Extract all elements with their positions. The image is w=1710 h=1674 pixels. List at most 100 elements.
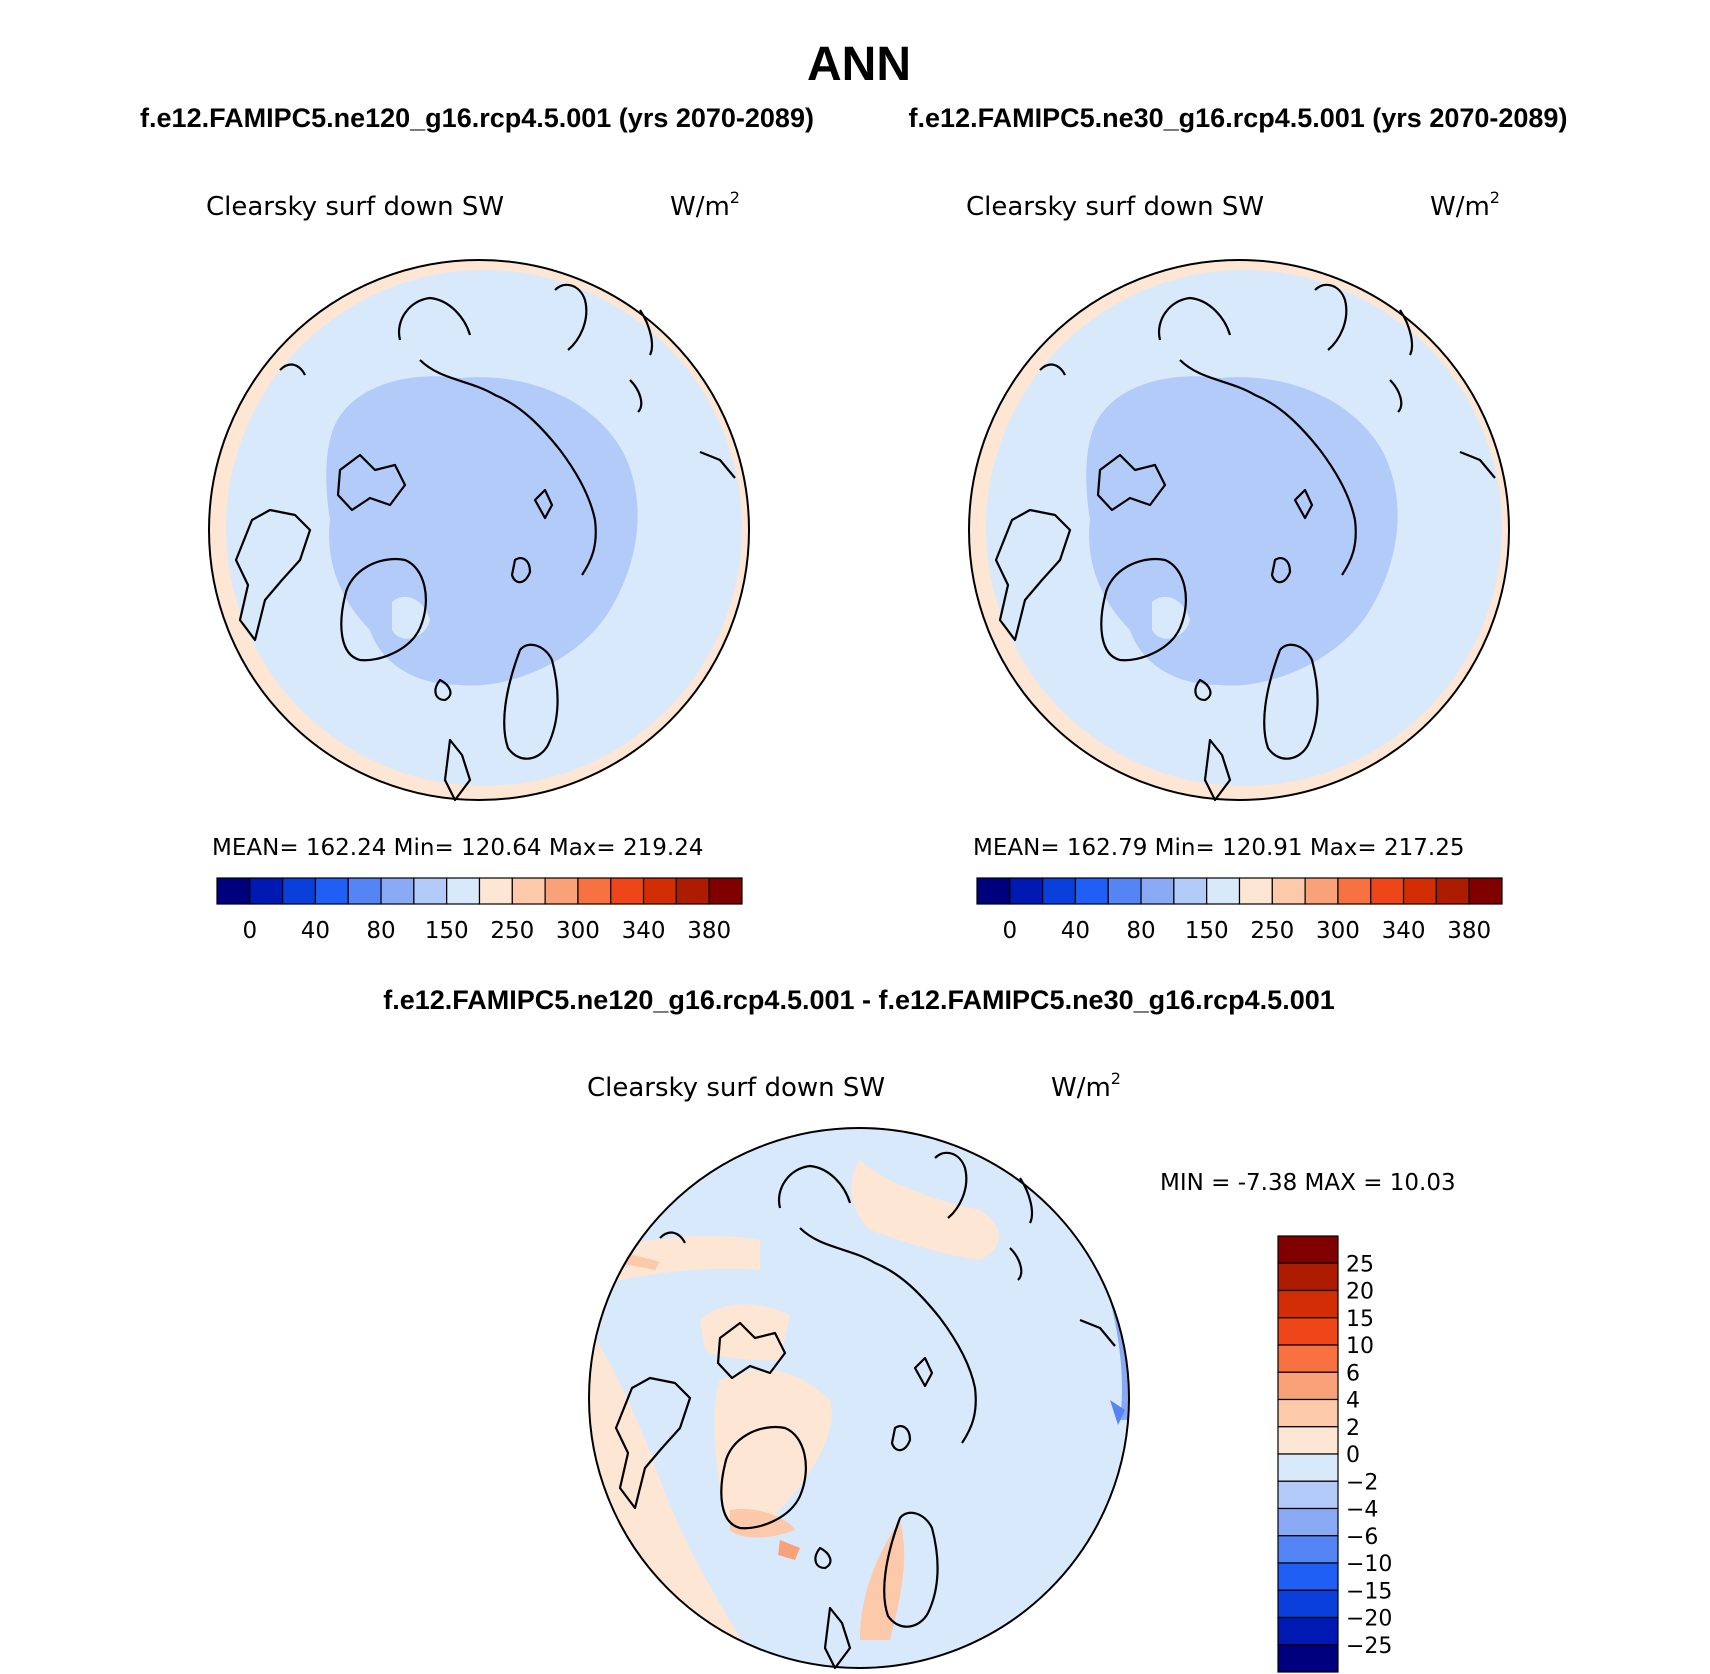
colorbar-difference-tick-label: 2: [1346, 1416, 1360, 1441]
colorbar-left-swatch: [446, 877, 481, 905]
colorbar-left-tick-label: 380: [687, 918, 731, 944]
panel-right-units: W/m2: [1430, 188, 1500, 222]
colorbar-difference-swatch: [1277, 1371, 1339, 1401]
colorbar-right-tick-label: 340: [1382, 918, 1426, 944]
colorbar-right-swatch: [1009, 877, 1044, 905]
colorbar-difference-swatch: [1277, 1507, 1339, 1537]
map-border-left: [208, 259, 750, 801]
colorbar-left-tick-label: 150: [425, 918, 469, 944]
polar-map-left: [208, 259, 750, 802]
colorbar-right-swatch: [1140, 877, 1175, 905]
colorbar-difference-swatch: [1277, 1426, 1339, 1455]
colorbar-difference-swatch: [1277, 1644, 1339, 1673]
colorbar-left-swatch: [282, 877, 317, 905]
colorbar-difference-tick-label: −20: [1346, 1607, 1392, 1632]
colorbar-right-tick-label: 380: [1447, 918, 1491, 944]
colorbar-left-tick-label: 300: [556, 918, 600, 944]
colorbar-left-swatch: [347, 877, 382, 905]
colorbar-left-swatch: [642, 877, 677, 905]
colorbar-right-swatch: [1468, 877, 1503, 905]
colorbar-left-tick-label: 80: [366, 918, 395, 944]
colorbar-difference-tick-label: 15: [1346, 1307, 1374, 1332]
colorbar-left-swatch: [314, 877, 349, 905]
colorbar-right-tick-label: 250: [1250, 918, 1294, 944]
coastlines-right: [994, 283, 1496, 802]
colorbar-left-swatch: [478, 877, 513, 905]
colorbar-right-swatch: [1337, 877, 1372, 905]
colorbar-left-tick-label: 340: [622, 918, 666, 944]
colorbar-right-tick-label: 40: [1061, 918, 1090, 944]
diff-stats: MIN = -7.38 MAX = 10.03: [1160, 1170, 1456, 1196]
panel-right-stats: MEAN= 162.79 Min= 120.91 Max= 217.25: [973, 835, 1464, 861]
colorbar-right-swatch: [1042, 877, 1077, 905]
colorbar-left-swatch: [675, 877, 710, 905]
colorbar-difference-swatch: [1277, 1453, 1339, 1482]
colorbar-right-swatch: [976, 877, 1011, 905]
colorbar-difference-tick-label: 10: [1346, 1334, 1374, 1359]
colorbar-left-tick-label: 0: [242, 918, 257, 944]
panel-left-case-label: f.e12.FAMIPC5.ne120_g16.rcp4.5.001 (yrs …: [140, 103, 814, 133]
colorbar-left-swatch: [216, 877, 251, 905]
panel-left-variable: Clearsky surf down SW: [206, 192, 504, 222]
colorbar-right-swatch: [1238, 877, 1273, 905]
colorbar-difference-swatch: [1277, 1480, 1339, 1510]
colorbar-right-swatch: [1107, 877, 1142, 905]
colorbar-difference-swatch: [1277, 1344, 1339, 1373]
coastlines-left: [234, 283, 736, 802]
colorbar-left: 0 40 80 150 250 300 340 380: [216, 877, 743, 944]
colorbar-difference-tick-label: −15: [1346, 1579, 1392, 1604]
colorbar-right-swatch: [1074, 877, 1109, 905]
coastlines-difference: [614, 1151, 1116, 1670]
figure-title: ANN: [807, 38, 911, 91]
panel-right-variable: Clearsky surf down SW: [966, 192, 1264, 222]
diff-units: W/m2: [1051, 1069, 1121, 1103]
colorbar-difference-tick-label: 20: [1346, 1280, 1374, 1305]
colorbar-left-swatch: [610, 877, 645, 905]
colorbar-difference-tick-label: 6: [1346, 1361, 1360, 1386]
colorbar-difference-swatch: [1277, 1616, 1339, 1646]
colorbar-difference-tick-label: 4: [1346, 1389, 1360, 1414]
colorbar-right: 0 40 80 150 250 300 340 380: [976, 877, 1503, 944]
colorbar-right-swatch: [1271, 877, 1306, 905]
colorbar-difference-tick-label: −2: [1346, 1470, 1378, 1495]
colorbar-difference-swatch: [1277, 1535, 1339, 1564]
colorbar-right-tick-label: 0: [1002, 918, 1017, 944]
colorbar-right-swatch: [1304, 877, 1339, 905]
colorbar-left-swatch: [249, 877, 284, 905]
colorbar-difference-tick-label: 25: [1346, 1252, 1374, 1277]
colorbar-difference-tick-label: −25: [1346, 1634, 1392, 1659]
colorbar-difference-swatch: [1277, 1589, 1339, 1619]
colorbar-right-swatch: [1435, 877, 1470, 905]
colorbar-left-swatch: [413, 877, 448, 905]
colorbar-left-swatch: [380, 877, 415, 905]
colorbar-difference-tick-label: −4: [1346, 1498, 1378, 1523]
colorbar-difference-tick-label: 0: [1346, 1443, 1360, 1468]
colorbar-difference-swatch: [1277, 1289, 1339, 1319]
colorbar-right-swatch: [1402, 877, 1437, 905]
colorbar-left-tick-label: 250: [490, 918, 534, 944]
colorbar-right-swatch: [1206, 877, 1241, 905]
colorbar-right-tick-label: 300: [1316, 918, 1360, 944]
map-border-difference: [588, 1127, 1130, 1669]
colorbar-left-swatch: [577, 877, 612, 905]
panel-left-units: W/m2: [670, 188, 740, 222]
panel-right-case-label: f.e12.FAMIPC5.ne30_g16.rcp4.5.001 (yrs 2…: [909, 103, 1568, 133]
colorbar-difference-tick-label: −10: [1346, 1552, 1392, 1577]
diff-variable: Clearsky surf down SW: [587, 1073, 885, 1103]
colorbar-difference-swatch: [1277, 1398, 1339, 1428]
colorbar-difference-tick-label: −6: [1346, 1525, 1378, 1550]
map-border-right: [968, 259, 1510, 801]
colorbar-right-swatch: [1173, 877, 1208, 905]
polar-map-difference: [588, 1127, 1130, 1670]
colorbar-difference-swatch: [1277, 1562, 1339, 1591]
colorbar-difference-swatch: [1277, 1235, 1339, 1264]
colorbar-left-swatch: [544, 877, 579, 905]
colorbar-left-tick-label: 40: [301, 918, 330, 944]
colorbar-right-tick-label: 80: [1126, 918, 1155, 944]
colorbar-difference-swatch: [1277, 1317, 1339, 1346]
colorbar-right-swatch: [1370, 877, 1405, 905]
polar-map-right: [968, 259, 1510, 802]
colorbar-right-tick-label: 150: [1185, 918, 1229, 944]
panel-left-stats: MEAN= 162.24 Min= 120.64 Max= 219.24: [212, 835, 703, 861]
